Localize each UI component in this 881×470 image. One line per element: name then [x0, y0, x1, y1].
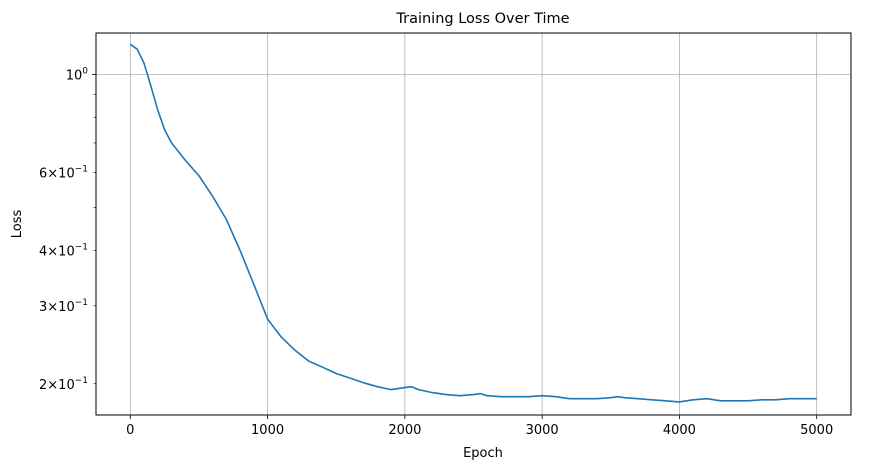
x-axis: 0 1000 2000 3000 4000 5000: [126, 415, 833, 438]
y-tick-label: 3×10−1: [39, 298, 88, 315]
y-tick-label-exponent: −1: [75, 376, 88, 386]
loss-series-line: [129, 43, 817, 403]
y-tick-label-times: ×: [47, 167, 58, 182]
y-tick-label: 6×10−1: [39, 165, 88, 182]
x-tick-label: 2000: [388, 423, 421, 438]
y-tick-label-base: 10: [58, 245, 75, 260]
y-tick-label-exponent: −1: [75, 298, 88, 308]
y-tick-label-mantissa: 6: [39, 167, 47, 182]
y-axis-label: Loss: [10, 210, 25, 239]
y-tick-label-base: 10: [58, 300, 75, 315]
y-tick-label-base: 10: [66, 68, 83, 83]
y-tick-label-times: ×: [47, 378, 58, 393]
y-tick-label-exponent: −1: [75, 243, 88, 253]
grid-layer: [96, 33, 851, 415]
y-tick-label-mantissa: 4: [39, 245, 47, 260]
y-tick-label-base: 10: [58, 378, 75, 393]
chart-title: Training Loss Over Time: [395, 11, 569, 27]
y-tick-label: 100: [66, 66, 89, 83]
x-axis-label: Epoch: [463, 446, 503, 461]
x-tick-label: 0: [126, 423, 134, 438]
y-tick-label-base: 10: [58, 167, 75, 182]
y-tick-label-times: ×: [47, 245, 58, 260]
y-tick-label-times: ×: [47, 300, 58, 315]
y-tick-label-exponent: 0: [82, 66, 88, 76]
line-layer: [129, 43, 817, 403]
x-tick-label: 4000: [663, 423, 696, 438]
x-tick-label: 3000: [526, 423, 559, 438]
y-tick-label-exponent: −1: [75, 165, 88, 175]
x-tick-label: 5000: [800, 423, 833, 438]
y-tick-label: 4×10−1: [39, 243, 88, 260]
y-tick-label-mantissa: 3: [39, 300, 47, 315]
y-tick-label-mantissa: 2: [39, 378, 47, 393]
plot-area-frame: [95, 32, 852, 416]
x-tick-label: 1000: [251, 423, 284, 438]
y-tick-label: 2×10−1: [39, 376, 88, 393]
